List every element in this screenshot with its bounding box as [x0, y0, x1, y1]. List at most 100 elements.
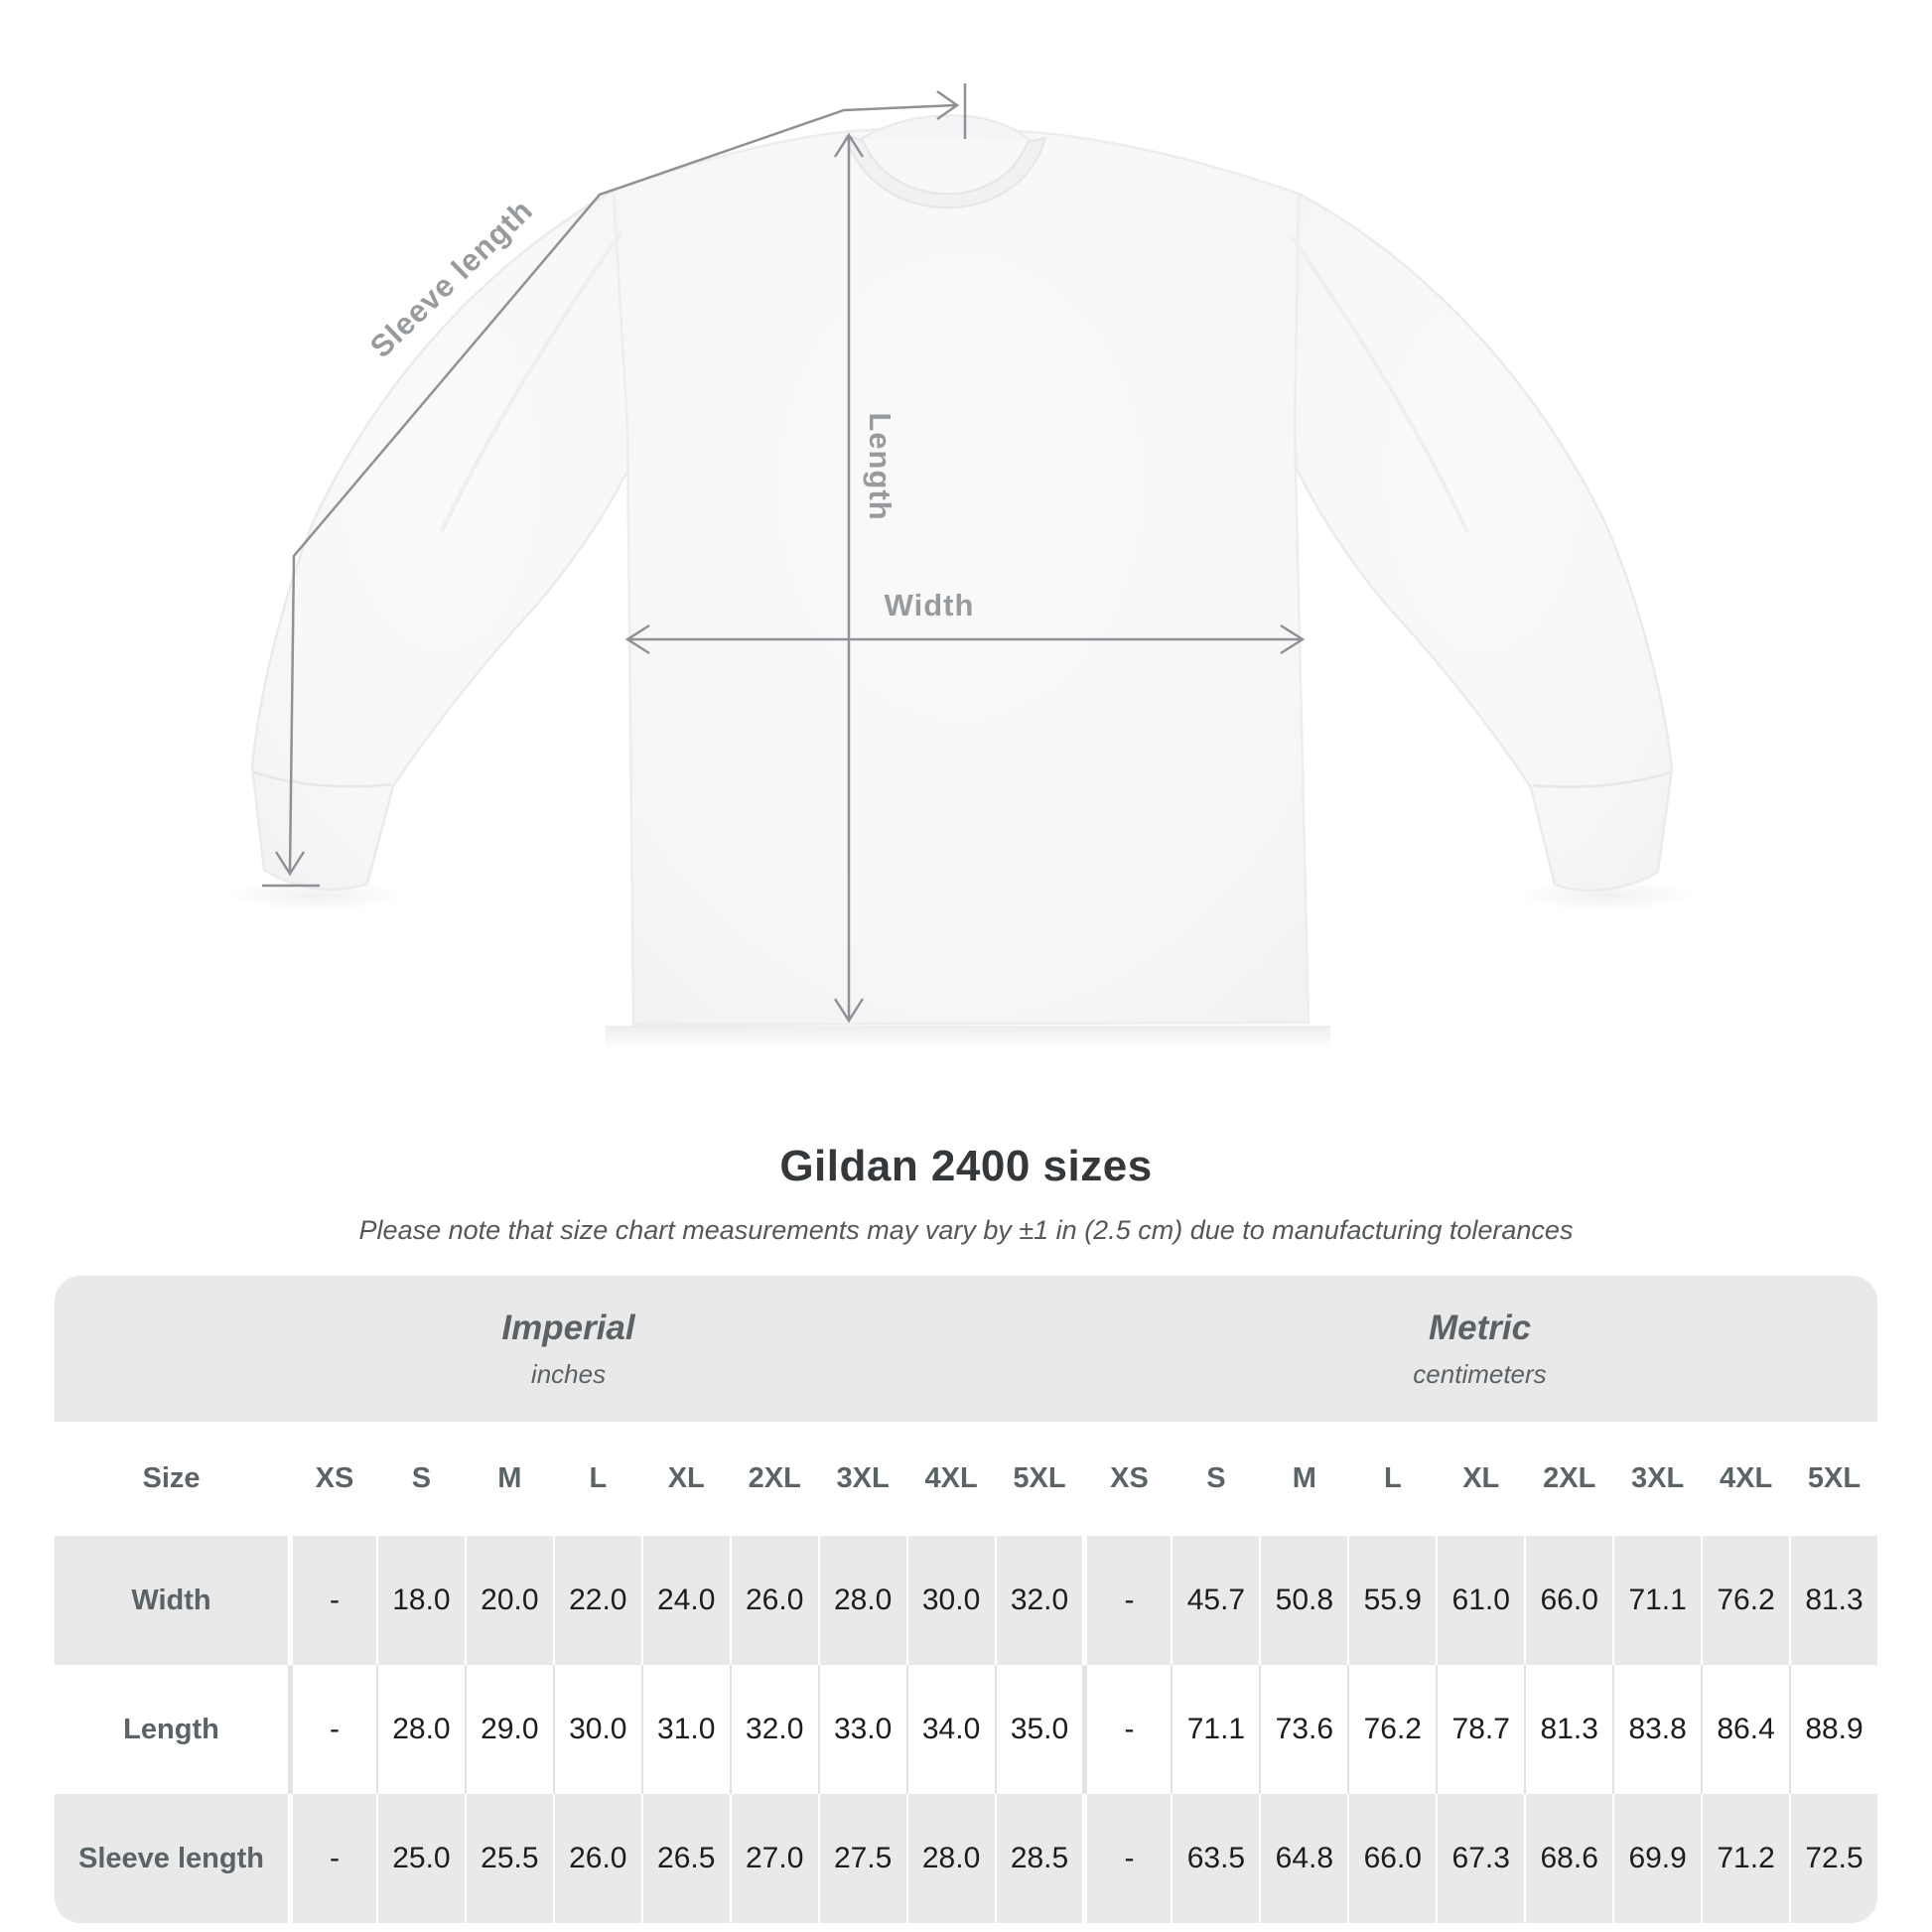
table-body: Width -18.0 20.0 22.0 24.0 26.0 28.0 30.0 32.0-4…: [55, 1536, 1877, 1923]
left-cuff-shadow: [226, 880, 405, 911]
size-corner-label: Size: [142, 1462, 201, 1494]
size-col-header: 3XL: [836, 1462, 890, 1494]
imperial-unit-header: Imperial inches: [55, 1276, 1082, 1422]
table-cell: 50.8: [1259, 1536, 1347, 1665]
table-cell: 28.0: [375, 1665, 465, 1794]
metric-unit-header: Metric centimeters: [1082, 1276, 1877, 1422]
table-cell: 71.1: [1171, 1665, 1259, 1794]
table-cell: 27.5: [817, 1794, 906, 1923]
size-col-header: L: [1383, 1462, 1402, 1494]
table-cell: 63.5: [1171, 1794, 1259, 1923]
table-cell: 81.3: [1524, 1665, 1612, 1794]
table-cell: 69.9: [1612, 1794, 1701, 1923]
unit-header-band: Imperial inches Metric centimeters: [55, 1276, 1877, 1422]
hem-shadow: [606, 1026, 1330, 1051]
shirt-body: [612, 126, 1311, 1027]
table-cell: 81.3: [1789, 1536, 1877, 1665]
right-cuff-seam: [1532, 770, 1671, 788]
table-cell: 73.6: [1259, 1665, 1347, 1794]
size-col-header: XS: [1110, 1462, 1149, 1494]
size-col-header: L: [589, 1462, 608, 1494]
table-cell: 76.2: [1701, 1536, 1789, 1665]
table-cell: 20.0: [464, 1536, 553, 1665]
size-chart-table: Imperial inches Metric centimeters Size …: [55, 1276, 1877, 1923]
size-col-header: XL: [667, 1462, 705, 1494]
table-cell: 67.3: [1436, 1794, 1524, 1923]
table-cell: 32.0: [994, 1536, 1083, 1665]
table-cell: 55.9: [1347, 1536, 1436, 1665]
table-cell: 86.4: [1701, 1665, 1789, 1794]
size-col-header: 2XL: [748, 1462, 801, 1494]
size-col-header: S: [411, 1462, 432, 1494]
table-cell: -: [1082, 1665, 1171, 1794]
size-col-header: XS: [315, 1462, 354, 1494]
size-col-header: M: [1292, 1462, 1316, 1494]
row-label: Sleeve length: [78, 1842, 264, 1874]
size-col-header: 4XL: [1719, 1462, 1773, 1494]
table-cell: 32.0: [729, 1665, 818, 1794]
table-cell: 28.0: [817, 1536, 906, 1665]
left-cuff-seam: [253, 770, 392, 788]
size-col-header: S: [1206, 1462, 1226, 1494]
metric-unit: centimeters: [1413, 1358, 1547, 1389]
size-col-header: 3XL: [1631, 1462, 1685, 1494]
size-col-header: 2XL: [1543, 1462, 1596, 1494]
shirt-back-collar: [860, 114, 1032, 142]
table-cell: 68.6: [1524, 1794, 1612, 1923]
table-cell: 72.5: [1789, 1794, 1877, 1923]
table-cell: 26.0: [729, 1536, 818, 1665]
size-col-header: 4XL: [924, 1462, 978, 1494]
row-label: Length: [123, 1713, 219, 1745]
table-row: Length -28.0 29.0 30.0 31.0 32.0 33.0 34.0 35.0-…: [55, 1665, 1877, 1794]
table-cell: 30.0: [552, 1665, 641, 1794]
table-cell: 22.0: [552, 1536, 641, 1665]
table-row: Width -18.0 20.0 22.0 24.0 26.0 28.0 30.0 32.0-4…: [55, 1536, 1877, 1665]
table-cell: 71.1: [1612, 1536, 1701, 1665]
shirt-right-sleeve: [1293, 191, 1674, 893]
size-col-header: XL: [1462, 1462, 1500, 1494]
table-cell: 31.0: [640, 1665, 730, 1794]
table-cell: 28.5: [994, 1794, 1083, 1923]
table-cell: 33.0: [817, 1665, 906, 1794]
table-cell: -: [288, 1794, 376, 1923]
length-label: Length: [863, 412, 897, 520]
length-arrow: Length: [833, 132, 897, 1024]
table-cell: -: [288, 1665, 376, 1794]
size-header-row: Size XS S M L XL 2XL 3XL 4XL 5XL XS S M L XL 2XL 3XL 4XL…: [55, 1422, 1877, 1536]
table-cell: 45.7: [1171, 1536, 1259, 1665]
table-cell: 28.0: [905, 1794, 995, 1923]
shirt-illustration: Sleeve length Length Width: [226, 83, 1696, 1051]
right-shoulder-crease: [1289, 234, 1469, 533]
table-cell: 30.0: [905, 1536, 995, 1665]
table-cell: 26.5: [640, 1794, 730, 1923]
table-cell: 34.0: [905, 1665, 995, 1794]
table-cell: 29.0: [464, 1665, 553, 1794]
table-cell: -: [288, 1536, 376, 1665]
table-cell: 35.0: [994, 1665, 1083, 1794]
table-cell: 18.0: [375, 1536, 465, 1665]
table-cell: 66.0: [1524, 1536, 1612, 1665]
table-cell: 71.2: [1701, 1794, 1789, 1923]
table-cell: 83.8: [1612, 1665, 1701, 1794]
tolerance-note: Please note that size chart measurements…: [358, 1215, 1574, 1245]
table-cell: 27.0: [729, 1794, 818, 1923]
table-cell: 25.0: [375, 1794, 465, 1923]
table-cell: 76.2: [1347, 1665, 1436, 1794]
table-cell: -: [1082, 1794, 1171, 1923]
table-cell: 26.0: [552, 1794, 641, 1923]
table-cell: 66.0: [1347, 1794, 1436, 1923]
table-cell: 78.7: [1436, 1665, 1524, 1794]
shirt-measurement-diagram: Sleeve length Length Width: [226, 83, 1696, 1051]
metric-label: Metric: [1428, 1308, 1532, 1347]
table-cell: 24.0: [640, 1536, 730, 1665]
page-title: Gildan 2400 sizes: [779, 1142, 1153, 1190]
row-label: Width: [131, 1584, 211, 1616]
imperial-label: Imperial: [501, 1308, 635, 1347]
size-col-header: 5XL: [1807, 1462, 1862, 1494]
size-col-header: 5XL: [1013, 1462, 1066, 1494]
imperial-unit: inches: [530, 1358, 607, 1389]
width-label: Width: [885, 588, 975, 622]
left-shoulder-crease: [440, 231, 622, 532]
table-row: Sleeve length -25.0 25.5 26.0 26.5 27.0 27.5 28…: [55, 1794, 1877, 1923]
